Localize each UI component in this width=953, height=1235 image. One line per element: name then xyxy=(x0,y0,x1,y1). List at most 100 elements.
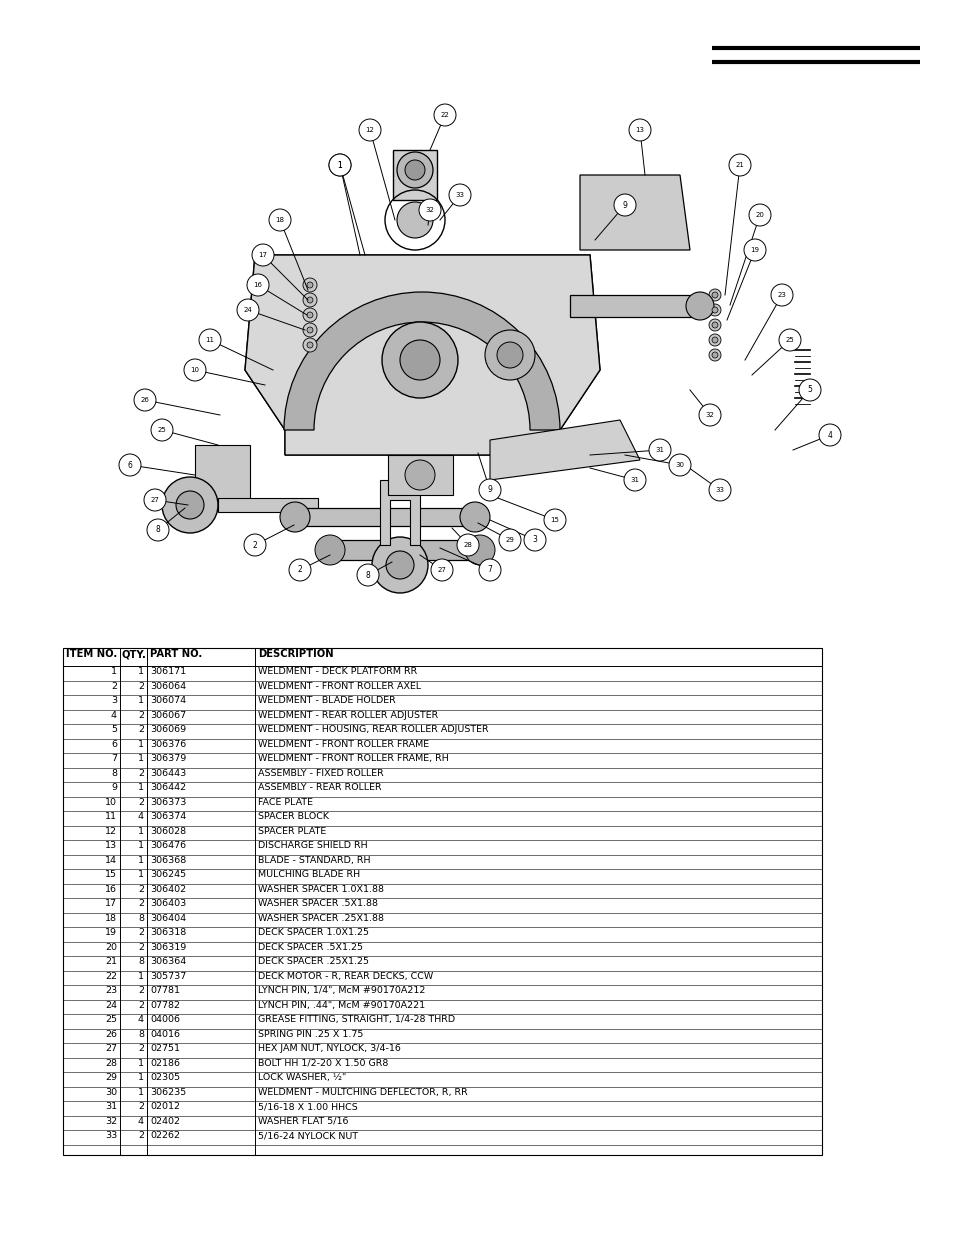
Circle shape xyxy=(405,459,435,490)
Text: LYNCH PIN, 1/4", McM #90170A212: LYNCH PIN, 1/4", McM #90170A212 xyxy=(257,986,425,995)
Circle shape xyxy=(314,535,345,564)
Polygon shape xyxy=(245,254,599,454)
Circle shape xyxy=(151,419,172,441)
Text: 4: 4 xyxy=(138,1015,144,1024)
Text: 5/16-18 X 1.00 HHCS: 5/16-18 X 1.00 HHCS xyxy=(257,1102,357,1112)
Text: 1: 1 xyxy=(138,869,144,879)
Circle shape xyxy=(199,329,221,351)
Text: 8: 8 xyxy=(138,1030,144,1039)
Circle shape xyxy=(356,564,378,585)
Text: 29: 29 xyxy=(505,537,514,543)
Text: 4: 4 xyxy=(138,811,144,821)
Text: 18: 18 xyxy=(105,914,117,923)
Text: 306028: 306028 xyxy=(150,826,186,836)
Circle shape xyxy=(449,184,471,206)
Text: 306376: 306376 xyxy=(150,740,186,748)
Text: 5/16-24 NYLOCK NUT: 5/16-24 NYLOCK NUT xyxy=(257,1131,357,1140)
Circle shape xyxy=(289,559,311,580)
Text: 30: 30 xyxy=(675,462,684,468)
Text: 306064: 306064 xyxy=(150,682,186,690)
Text: 306318: 306318 xyxy=(150,927,186,937)
Text: 2: 2 xyxy=(253,541,257,550)
Text: 12: 12 xyxy=(365,127,374,133)
Text: 2: 2 xyxy=(138,725,144,734)
Text: 1: 1 xyxy=(138,740,144,748)
Text: 32: 32 xyxy=(425,207,434,212)
Circle shape xyxy=(614,194,636,216)
Text: 9: 9 xyxy=(622,200,627,210)
Text: WASHER SPACER .25X1.88: WASHER SPACER .25X1.88 xyxy=(257,914,384,923)
Text: 24: 24 xyxy=(243,308,253,312)
Text: DECK SPACER .5X1.25: DECK SPACER .5X1.25 xyxy=(257,942,363,951)
Text: 29: 29 xyxy=(105,1073,117,1082)
Text: QTY.: QTY. xyxy=(121,650,146,659)
Text: 306171: 306171 xyxy=(150,667,186,676)
Text: 31: 31 xyxy=(630,477,639,483)
Text: 28: 28 xyxy=(105,1058,117,1067)
Circle shape xyxy=(269,209,291,231)
Text: 306074: 306074 xyxy=(150,697,186,705)
Text: 3: 3 xyxy=(111,697,117,705)
Text: 25: 25 xyxy=(105,1015,117,1024)
Text: DECK SPACER .25X1.25: DECK SPACER .25X1.25 xyxy=(257,957,369,966)
Text: 7: 7 xyxy=(111,755,117,763)
Text: 15: 15 xyxy=(105,869,117,879)
Text: PART NO.: PART NO. xyxy=(150,650,202,659)
Circle shape xyxy=(303,293,316,308)
Circle shape xyxy=(748,204,770,226)
Circle shape xyxy=(708,304,720,316)
Text: GREASE FITTING, STRAIGHT, 1/4-28 THRD: GREASE FITTING, STRAIGHT, 1/4-28 THRD xyxy=(257,1015,455,1024)
Circle shape xyxy=(478,559,500,580)
Polygon shape xyxy=(379,480,419,545)
Text: 16: 16 xyxy=(253,282,262,288)
Circle shape xyxy=(685,291,713,320)
Text: HEX JAM NUT, NYLOCK, 3/4-16: HEX JAM NUT, NYLOCK, 3/4-16 xyxy=(257,1044,400,1053)
Text: WELDMENT - FRONT ROLLER FRAME: WELDMENT - FRONT ROLLER FRAME xyxy=(257,740,429,748)
Text: ITEM NO.: ITEM NO. xyxy=(66,650,117,659)
Text: ASSEMBLY - REAR ROLLER: ASSEMBLY - REAR ROLLER xyxy=(257,783,381,792)
Text: WELDMENT - FRONT ROLLER AXEL: WELDMENT - FRONT ROLLER AXEL xyxy=(257,682,420,690)
Text: DISCHARGE SHIELD RH: DISCHARGE SHIELD RH xyxy=(257,841,367,850)
Circle shape xyxy=(708,479,730,501)
Text: 22: 22 xyxy=(105,972,117,981)
Text: 2: 2 xyxy=(138,1044,144,1053)
Text: 1: 1 xyxy=(138,1058,144,1067)
Text: 306442: 306442 xyxy=(150,783,186,792)
Circle shape xyxy=(303,278,316,291)
Text: 4: 4 xyxy=(138,1116,144,1125)
Text: 32: 32 xyxy=(705,412,714,417)
Text: 9: 9 xyxy=(111,783,117,792)
Text: 6: 6 xyxy=(111,740,117,748)
Bar xyxy=(388,454,453,495)
Text: 25: 25 xyxy=(157,427,166,433)
Text: 1: 1 xyxy=(337,161,342,169)
Text: WASHER SPACER .5X1.88: WASHER SPACER .5X1.88 xyxy=(257,899,377,908)
Text: 2: 2 xyxy=(138,942,144,951)
Text: SPACER PLATE: SPACER PLATE xyxy=(257,826,326,836)
Text: 33: 33 xyxy=(105,1131,117,1140)
Text: 306364: 306364 xyxy=(150,957,186,966)
Circle shape xyxy=(779,329,801,351)
Text: 07782: 07782 xyxy=(150,1000,180,1009)
Text: 02012: 02012 xyxy=(150,1102,180,1112)
Text: 27: 27 xyxy=(151,496,159,503)
Wedge shape xyxy=(284,291,559,430)
Text: 14: 14 xyxy=(105,856,117,864)
Bar xyxy=(569,295,700,317)
Circle shape xyxy=(459,501,490,532)
Text: 02186: 02186 xyxy=(150,1058,180,1067)
Circle shape xyxy=(418,199,440,221)
Text: 306374: 306374 xyxy=(150,811,186,821)
Text: WELDMENT - BLADE HOLDER: WELDMENT - BLADE HOLDER xyxy=(257,697,395,705)
Text: WELDMENT - MULTCHING DEFLECTOR, R, RR: WELDMENT - MULTCHING DEFLECTOR, R, RR xyxy=(257,1088,467,1097)
Text: 30: 30 xyxy=(105,1088,117,1097)
Text: 2: 2 xyxy=(138,1000,144,1009)
Circle shape xyxy=(498,529,520,551)
Bar xyxy=(294,508,475,526)
Text: 1: 1 xyxy=(138,972,144,981)
Circle shape xyxy=(133,389,156,411)
Text: 31: 31 xyxy=(655,447,664,453)
Circle shape xyxy=(770,284,792,306)
Text: 2: 2 xyxy=(138,1102,144,1112)
Text: 3: 3 xyxy=(532,536,537,545)
